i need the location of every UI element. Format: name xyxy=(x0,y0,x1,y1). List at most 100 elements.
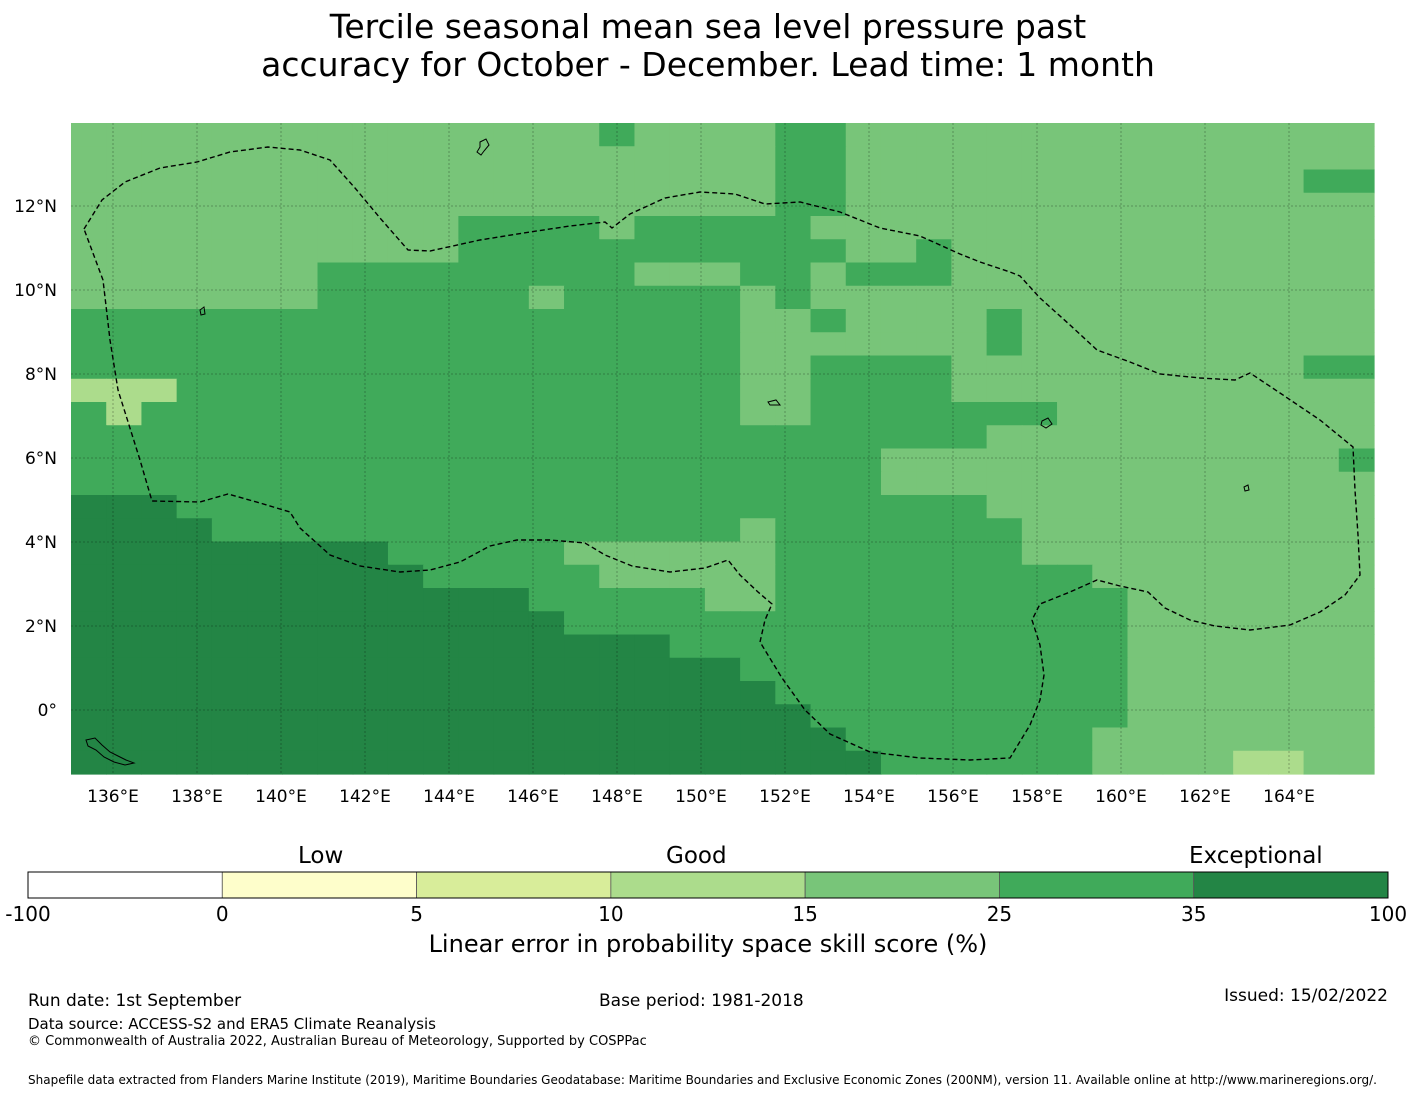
grid-cell xyxy=(1057,564,1093,589)
grid-cell xyxy=(423,727,459,752)
grid-cell xyxy=(387,123,424,147)
grid-cell xyxy=(282,495,319,519)
grid-cell xyxy=(669,634,706,659)
grid-cell xyxy=(106,564,143,589)
grid-cell xyxy=(564,285,600,310)
grid-cell xyxy=(282,681,319,705)
grid-cell xyxy=(986,448,1023,473)
grid-cell xyxy=(740,541,776,566)
grid-cell xyxy=(1268,471,1305,496)
grid-cell xyxy=(211,564,248,589)
grid-cell xyxy=(1303,402,1340,426)
grid-cell xyxy=(528,564,565,589)
grid-cell xyxy=(986,495,1023,519)
grid-cell xyxy=(1021,169,1058,194)
grid-cell xyxy=(740,495,776,519)
grid-cell xyxy=(317,518,354,543)
grid-cell xyxy=(986,657,1023,682)
grid-cell xyxy=(1162,216,1199,240)
grid-cell xyxy=(423,332,459,357)
grid-cell xyxy=(211,239,248,264)
grid-cell xyxy=(986,750,1023,775)
grid-cell xyxy=(1233,750,1269,775)
grid-cell xyxy=(176,285,213,310)
grid-cell xyxy=(1197,425,1234,450)
grid-cell xyxy=(704,495,741,519)
grid-cell xyxy=(704,378,741,403)
lon-tick-label: 136°E xyxy=(87,787,139,807)
grid-cell xyxy=(634,727,671,752)
grid-cell xyxy=(493,681,530,705)
grid-cell xyxy=(1268,727,1305,752)
grid-cell xyxy=(1268,123,1305,147)
grid-cell xyxy=(880,425,917,450)
grid-cell xyxy=(634,495,671,519)
grid-cell xyxy=(1057,448,1093,473)
grid-cell xyxy=(106,518,143,543)
grid-cell xyxy=(1162,448,1199,473)
grid-cell xyxy=(458,750,495,775)
grid-cell xyxy=(247,681,283,705)
grid-cell xyxy=(528,750,565,775)
issued-date: Issued: 15/02/2022 xyxy=(1224,986,1388,1006)
grid-cell xyxy=(564,657,600,682)
grid-cell xyxy=(775,727,812,752)
grid-cell xyxy=(71,750,107,775)
grid-cell xyxy=(141,518,178,543)
grid-cell xyxy=(669,657,706,682)
grid-cell xyxy=(71,332,107,357)
grid-cell xyxy=(528,471,565,496)
grid-cell xyxy=(951,378,988,403)
grid-cell xyxy=(1127,471,1164,496)
grid-cell xyxy=(634,657,671,682)
grid-cell xyxy=(1057,285,1093,310)
grid-cell xyxy=(1233,285,1269,310)
grid-cell xyxy=(564,541,600,566)
grid-cell xyxy=(387,146,424,171)
grid-cell xyxy=(1162,518,1199,543)
grid-cell xyxy=(1233,657,1269,682)
grid-cell xyxy=(1127,402,1164,426)
grid-cell xyxy=(1057,123,1093,147)
grid-cell xyxy=(599,471,636,496)
grid-cell xyxy=(916,681,953,705)
grid-cell xyxy=(493,518,530,543)
grid-cell xyxy=(141,425,178,450)
grid-cell xyxy=(1233,378,1269,403)
lon-tick-label: 162°E xyxy=(1179,787,1231,807)
grid-cell xyxy=(1197,727,1234,752)
grid-cell xyxy=(1057,309,1093,333)
grid-cell xyxy=(669,518,706,543)
grid-cell xyxy=(493,425,530,450)
chart-title: Tercile seasonal mean sea level pressure… xyxy=(0,8,1416,84)
grid-cell xyxy=(1197,541,1234,566)
grid-cell xyxy=(282,750,319,775)
colorbar: -100 0 5 10 15 25 35 100 xyxy=(5,871,1407,926)
grid-cell xyxy=(211,471,248,496)
grid-cell xyxy=(317,611,354,636)
grid-cell xyxy=(1092,541,1129,566)
grid-cell xyxy=(71,402,107,426)
grid-cell xyxy=(880,750,917,775)
grid-cell xyxy=(704,262,741,287)
grid-cell xyxy=(1127,309,1164,333)
grid-cell xyxy=(106,611,143,636)
grid-cell xyxy=(916,727,953,752)
grid-cell xyxy=(458,123,495,147)
grid-cell xyxy=(775,657,812,682)
grid-cell xyxy=(599,146,636,171)
grid-cell xyxy=(458,425,495,450)
grid-cell xyxy=(845,518,882,543)
grid-cell xyxy=(634,123,671,147)
grid-cell xyxy=(564,611,600,636)
grid-cell xyxy=(282,239,319,264)
grid-cell xyxy=(845,634,882,659)
grid-cell xyxy=(141,541,178,566)
grid-cell xyxy=(1092,727,1129,752)
grid-cell xyxy=(1197,495,1234,519)
grid-cell xyxy=(1092,192,1129,217)
grid-cell xyxy=(986,285,1023,310)
grid-cell xyxy=(1127,123,1164,147)
grid-cell xyxy=(352,192,389,217)
copyright: © Commonwealth of Australia 2022, Austra… xyxy=(28,1034,647,1049)
